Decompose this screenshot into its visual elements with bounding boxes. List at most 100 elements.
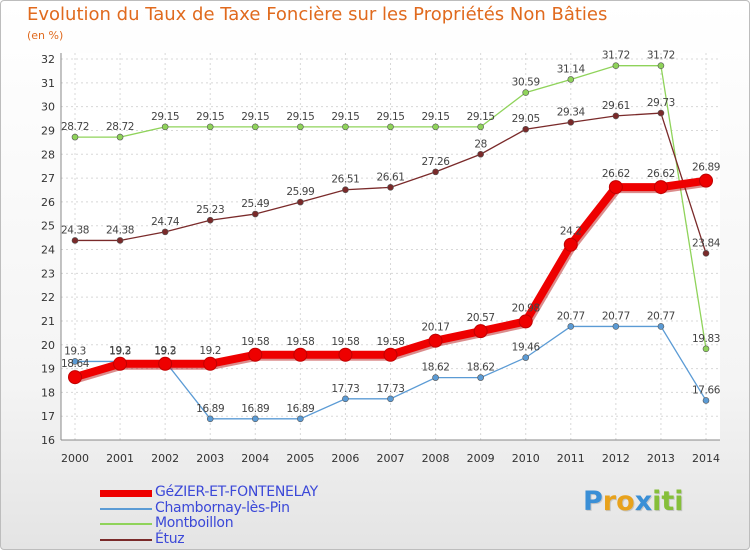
data-label-chambornay-les-pin: 20.77 bbox=[557, 310, 585, 322]
y-tick-label: 24 bbox=[41, 244, 55, 257]
x-tick-label: 2009 bbox=[467, 452, 495, 465]
data-point-etuz bbox=[612, 112, 620, 120]
data-point-montboillon bbox=[206, 123, 214, 131]
data-label-montboillon: 29.15 bbox=[196, 111, 224, 123]
data-label-chambornay-les-pin: 16.89 bbox=[241, 403, 269, 415]
data-label-chambornay-les-pin: 19.46 bbox=[512, 342, 541, 354]
legend-label: Montboillon bbox=[155, 515, 234, 531]
logo-letter: i bbox=[674, 486, 684, 517]
data-label-montboillon: 29.15 bbox=[241, 111, 269, 123]
data-point-gezier-et-fontenelay bbox=[248, 347, 263, 362]
proxiti-logo: Proxiti bbox=[583, 486, 684, 517]
x-tick-label: 2004 bbox=[241, 452, 269, 465]
data-label-chambornay-les-pin: 18.62 bbox=[467, 362, 495, 374]
data-point-montboillon bbox=[702, 345, 710, 353]
legend-swatch bbox=[100, 489, 152, 497]
x-tick-label: 2013 bbox=[647, 452, 675, 465]
data-label-gezier-et-fontenelay: 19.58 bbox=[286, 336, 314, 348]
data-point-chambornay-les-pin bbox=[522, 354, 530, 361]
data-label-etuz: 24.38 bbox=[106, 224, 134, 236]
x-tick-label: 2005 bbox=[286, 452, 314, 465]
x-tick-label: 2003 bbox=[196, 452, 224, 465]
data-label-montboillon: 29.15 bbox=[151, 111, 179, 123]
data-point-montboillon bbox=[612, 62, 620, 69]
data-label-montboillon: 28.72 bbox=[61, 121, 89, 133]
data-point-montboillon bbox=[522, 89, 530, 96]
x-tick-label: 2000 bbox=[61, 452, 89, 465]
data-point-gezier-et-fontenelay bbox=[563, 237, 578, 252]
data-label-gezier-et-fontenelay: 19.58 bbox=[331, 336, 359, 348]
data-point-etuz bbox=[71, 237, 79, 244]
data-point-montboillon bbox=[342, 123, 349, 131]
data-point-gezier-et-fontenelay bbox=[699, 173, 713, 188]
legend-label: Étuz bbox=[155, 530, 185, 547]
data-label-montboillon: 28.72 bbox=[106, 121, 134, 133]
data-point-chambornay-les-pin bbox=[206, 415, 214, 423]
x-tick-label: 2014 bbox=[692, 452, 720, 465]
data-label-montboillon: 29.15 bbox=[331, 111, 359, 123]
data-label-gezier-et-fontenelay: 26.62 bbox=[602, 168, 630, 180]
data-point-chambornay-les-pin bbox=[567, 323, 575, 330]
data-label-chambornay-les-pin: 16.89 bbox=[196, 403, 224, 415]
data-point-chambornay-les-pin bbox=[342, 395, 349, 403]
data-point-gezier-et-fontenelay bbox=[113, 356, 128, 371]
data-label-gezier-et-fontenelay: 19.2 bbox=[154, 345, 176, 357]
data-point-chambornay-les-pin bbox=[387, 395, 394, 403]
data-label-gezier-et-fontenelay: 26.62 bbox=[647, 168, 675, 180]
data-label-etuz: 24.74 bbox=[151, 216, 180, 228]
data-label-gezier-et-fontenelay: 26.89 bbox=[692, 162, 720, 174]
data-label-etuz: 29.73 bbox=[647, 97, 675, 109]
data-point-etuz bbox=[702, 250, 710, 257]
data-point-etuz bbox=[657, 109, 665, 117]
data-label-etuz: 26.61 bbox=[376, 171, 404, 183]
logo-letter: r bbox=[602, 486, 617, 517]
data-point-etuz bbox=[251, 210, 259, 218]
data-point-montboillon bbox=[297, 123, 304, 131]
y-tick-label: 18 bbox=[41, 386, 55, 399]
data-point-chambornay-les-pin bbox=[432, 374, 439, 381]
data-label-etuz: 29.61 bbox=[602, 100, 630, 112]
data-point-etuz bbox=[477, 150, 484, 158]
data-point-gezier-et-fontenelay bbox=[518, 314, 533, 329]
y-tick-label: 22 bbox=[41, 291, 55, 304]
data-label-etuz: 26.51 bbox=[331, 174, 359, 186]
data-point-gezier-et-fontenelay bbox=[338, 347, 353, 362]
y-tick-label: 26 bbox=[41, 196, 55, 209]
data-point-chambornay-les-pin bbox=[612, 323, 620, 330]
y-tick-label: 19 bbox=[41, 363, 55, 376]
data-label-montboillon: 29.15 bbox=[422, 111, 450, 123]
data-label-montboillon: 29.15 bbox=[467, 111, 495, 123]
legend-label: GéZIER-ET-FONTENELAY bbox=[155, 484, 318, 500]
data-label-montboillon: 19.83 bbox=[692, 333, 720, 345]
x-tick-label: 2001 bbox=[106, 452, 134, 465]
y-tick-label: 30 bbox=[41, 101, 55, 114]
data-label-montboillon: 31.72 bbox=[602, 50, 630, 62]
data-point-etuz bbox=[116, 237, 124, 244]
y-tick-label: 29 bbox=[41, 124, 55, 137]
data-label-gezier-et-fontenelay: 18.64 bbox=[61, 358, 90, 370]
y-tick-label: 17 bbox=[41, 410, 55, 423]
data-point-montboillon bbox=[251, 123, 259, 131]
logo-letter: t bbox=[661, 486, 675, 517]
x-tick-label: 2012 bbox=[602, 452, 630, 465]
data-point-gezier-et-fontenelay bbox=[473, 324, 488, 339]
y-tick-label: 27 bbox=[41, 172, 55, 185]
legend-label: Chambornay-lès-Pin bbox=[155, 499, 290, 516]
logo-letter: x bbox=[634, 486, 653, 517]
y-tick-label: 21 bbox=[41, 315, 55, 328]
legend-swatch bbox=[100, 538, 152, 541]
legend-swatch bbox=[100, 523, 152, 525]
data-point-gezier-et-fontenelay bbox=[68, 370, 82, 385]
y-tick-label: 25 bbox=[41, 220, 55, 233]
y-tick-label: 23 bbox=[41, 267, 55, 280]
x-tick-label: 2008 bbox=[422, 452, 450, 465]
data-label-gezier-et-fontenelay: 19.2 bbox=[109, 345, 131, 357]
data-point-gezier-et-fontenelay bbox=[428, 333, 443, 348]
x-tick-label: 2010 bbox=[512, 452, 540, 465]
data-label-montboillon: 30.59 bbox=[512, 77, 540, 89]
data-label-montboillon: 31.72 bbox=[647, 50, 675, 62]
data-label-etuz: 25.23 bbox=[196, 204, 224, 216]
data-label-montboillon: 29.15 bbox=[286, 111, 314, 123]
data-label-etuz: 28 bbox=[474, 138, 487, 150]
